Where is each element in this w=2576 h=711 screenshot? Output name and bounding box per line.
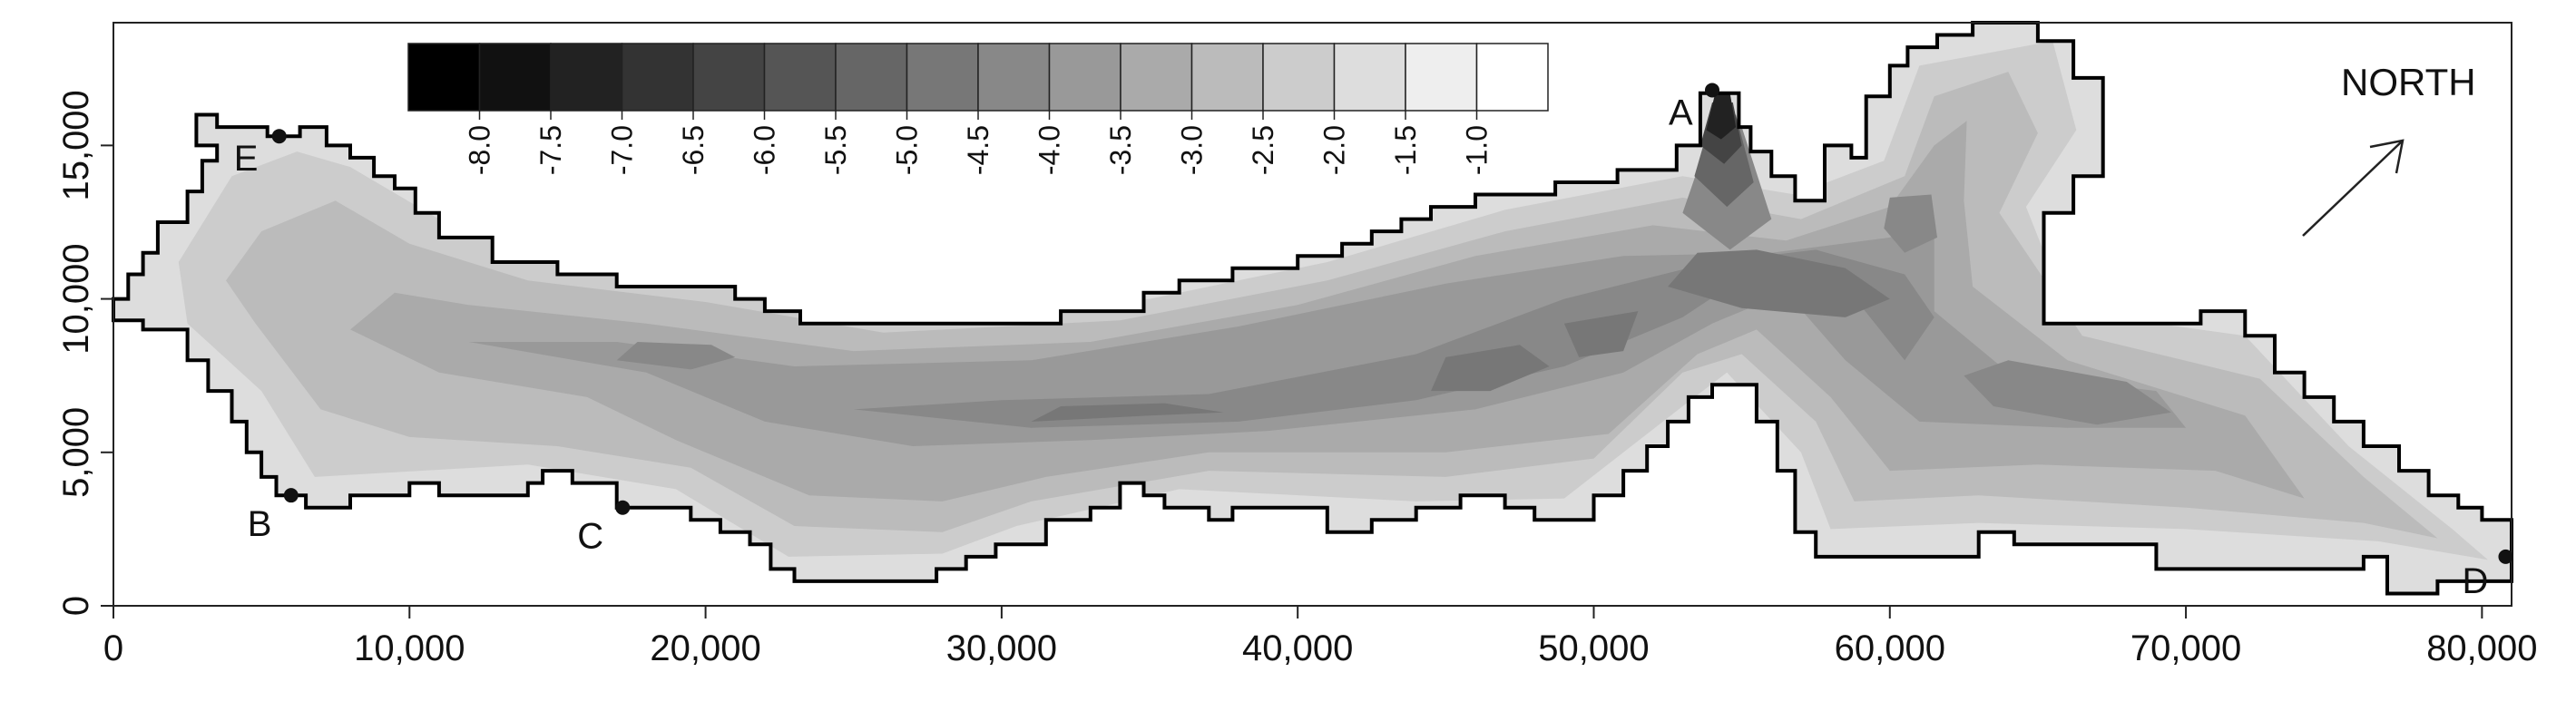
colorbar-label: -5.0 [891,125,924,175]
site-marker-a [1705,83,1719,98]
colorbar-swatch [835,43,908,112]
y-tick-label: 5,000 [56,407,96,498]
plot-frame [113,22,2512,607]
y-tick-label: 10,000 [56,243,96,354]
site-label-c: C [577,517,603,557]
y-tick-label: 0 [56,596,96,616]
colorbar-swatch [1190,43,1264,112]
axes: 0 10,000 20,000 30,000 40,000 50,000 60,000 70,… [56,90,2538,668]
north-arrow: NORTH [2302,61,2476,237]
colorbar-label: -7.5 [534,125,567,175]
colorbar-label: -2.5 [1247,125,1279,175]
colorbar-swatch [550,43,623,112]
colorbar-label: -4.0 [1033,125,1066,175]
x-tick-label: 70,000 [2130,628,2241,668]
site-marker-d [2498,549,2513,564]
x-tick-label: 0 [103,628,123,668]
colorbar-swatch [1333,43,1406,112]
contour-region-11 [1668,249,1890,317]
domain-outline [112,21,2513,596]
colorbar-swatch [1475,43,1549,112]
site-marker-e [271,129,287,144]
colorbar-swatch [621,43,694,112]
colorbar-label: -3.0 [1176,125,1209,175]
colorbar-swatch [478,43,552,112]
colorbar-swatch [906,43,979,112]
colorbar-label: -4.5 [962,125,994,175]
colorbar-swatch [1120,43,1193,112]
site-label-b: B [248,504,272,544]
site-marker-b [283,488,299,503]
contour-region-4 [853,249,1934,428]
colorbar-label: -1.5 [1389,125,1422,175]
contour-region-15 [1706,93,1737,140]
north-label: NORTH [2341,61,2476,103]
colorbar-label: -3.5 [1104,125,1137,175]
colorbar-label: -5.5 [819,125,852,175]
colorbar-swatch [1405,43,1478,112]
colorbar-swatch [1048,43,1121,112]
colorbar-label: -1.0 [1461,125,1494,175]
colorbar-label: -6.5 [677,125,710,175]
x-tick-label: 80,000 [2426,628,2537,668]
site-label-d: D [2462,561,2488,601]
x-tick-label: 50,000 [1538,628,1649,668]
x-tick-label: 30,000 [946,628,1057,668]
colorbar-label: -8.0 [464,125,496,175]
colorbar-label: -2.0 [1318,125,1351,175]
x-tick-label: 20,000 [650,628,760,668]
x-tick-label: 60,000 [1835,628,1945,668]
colorbar-swatch [763,43,837,112]
site-label-e: E [234,139,259,179]
colorbar-swatch [692,43,766,112]
colorbar-label: -7.0 [606,125,639,175]
contour-region-6 [616,342,736,370]
colorbar-swatch [1262,43,1336,112]
contour-region-10 [1563,311,1639,357]
site-marker-c [615,500,631,515]
colorbar-swatch [977,43,1051,112]
contour-region-5 [1964,360,2171,425]
contour-region-9 [1431,345,1550,392]
contour-region-7 [1884,194,1937,253]
colorbar-swatch [407,43,481,112]
contour-region-8 [1031,403,1224,422]
colorbar: -8.0 -7.5 -7.0 -6.5 -6.0 -5.5 -5.0 -4.5 -4.0 -3.5… [407,43,1549,175]
colorbar-label: -6.0 [749,125,781,175]
north-arrow-head [2369,139,2405,174]
x-tick-label: 40,000 [1242,628,1353,668]
north-arrow-shaft [2302,140,2404,237]
site-markers: A B C D E [234,83,2513,601]
y-tick-label: 15,000 [56,90,96,200]
x-tick-label: 10,000 [354,628,465,668]
site-label-a: A [1669,93,1693,132]
contour-fill-layer [113,23,2512,594]
